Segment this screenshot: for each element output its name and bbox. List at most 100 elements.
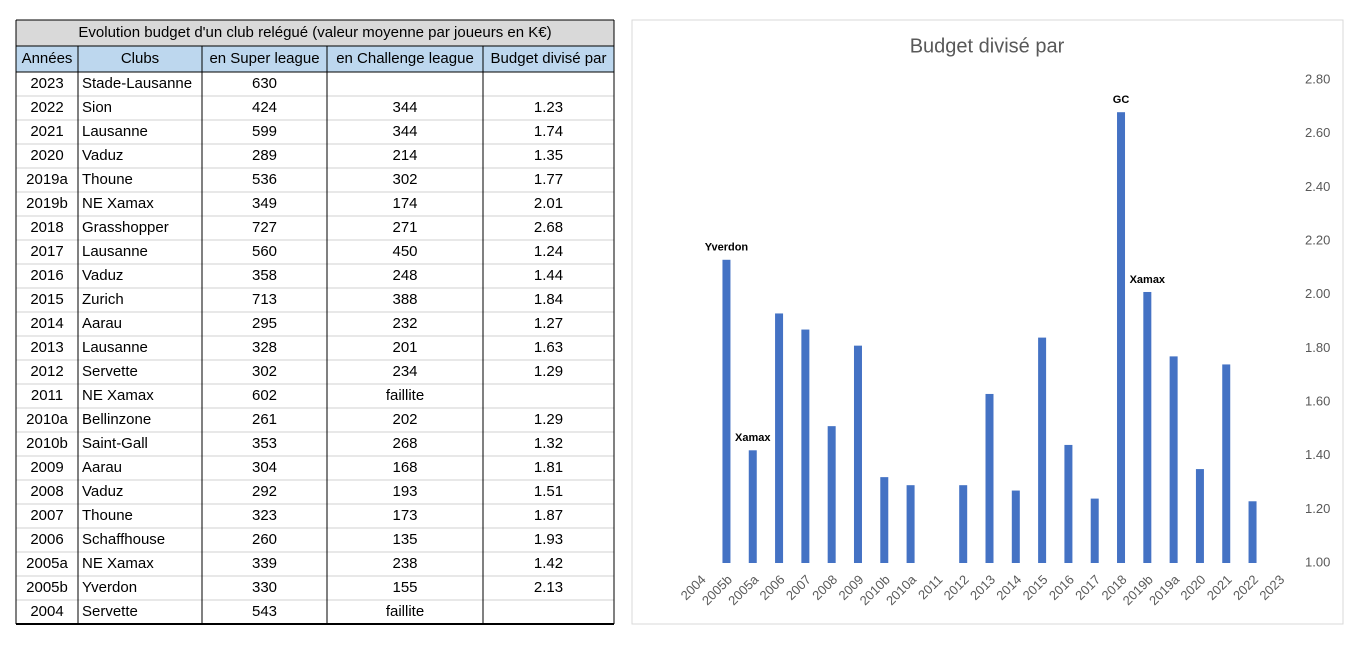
table-cell: 424: [252, 99, 277, 116]
table-cell: Sion: [82, 99, 112, 116]
table-cell: NE Xamax: [82, 195, 154, 212]
table-cell: 2005b: [26, 579, 68, 596]
bar: [1143, 291, 1152, 563]
y-tick-label: 2.40: [1305, 179, 1330, 194]
annotation: GC: [1113, 94, 1130, 106]
table-cell: 302: [252, 363, 277, 380]
table-cell: 1.23: [534, 99, 563, 116]
table-cell: 2009: [30, 459, 63, 476]
header-cell: Budget divisé par: [491, 50, 607, 67]
bar: [1090, 498, 1099, 563]
table-cell: 344: [392, 99, 417, 116]
table-cell: 630: [252, 75, 277, 92]
table-cell: 599: [252, 123, 277, 140]
table-cell: 2007: [30, 507, 63, 524]
table-cell: Vaduz: [82, 147, 123, 164]
table-cell: 358: [252, 267, 277, 284]
table-cell: 2019a: [26, 171, 68, 188]
table-cell: 193: [392, 483, 417, 500]
header-bg: [16, 46, 614, 72]
bar: [1169, 356, 1178, 563]
y-tick-label: 1.60: [1305, 393, 1330, 408]
table-cell: Vaduz: [82, 267, 123, 284]
bar: [1011, 490, 1020, 563]
table-cell: 2019b: [26, 195, 68, 212]
table-cell: Zurich: [82, 291, 124, 308]
table-cell: 302: [392, 171, 417, 188]
table-cell: 234: [392, 363, 417, 380]
table-cell: 1.42: [534, 555, 563, 572]
table-cell: Yverdon: [82, 579, 137, 596]
chart-title: Budget divisé par: [910, 35, 1065, 57]
table-title-bg: [16, 20, 614, 46]
table-cell: 2011: [31, 387, 63, 404]
table-cell: 214: [392, 147, 417, 164]
table-cell: Aarau: [82, 315, 122, 332]
bar: [880, 477, 889, 563]
table-cell: 238: [392, 555, 417, 572]
table-cell: 292: [252, 483, 277, 500]
table-cell: 2016: [30, 267, 63, 284]
table-cell: 1.93: [534, 531, 563, 548]
table-cell: 271: [392, 219, 417, 236]
bar: [1038, 337, 1047, 563]
table-cell: 388: [392, 291, 417, 308]
y-tick-label: 2.20: [1305, 232, 1330, 247]
table-cell: 202: [392, 411, 417, 428]
table-cell: 713: [252, 291, 277, 308]
table-cell: Lausanne: [82, 243, 148, 260]
table-cell: 2008: [30, 483, 63, 500]
bar: [1222, 364, 1231, 563]
table-cell: Saint-Gall: [82, 435, 148, 452]
table-cell: Thoune: [82, 171, 133, 188]
annotation: Yverdon: [705, 242, 749, 254]
table-cell: 261: [252, 411, 277, 428]
table-cell: 289: [252, 147, 277, 164]
bar: [985, 393, 994, 563]
bar: [1064, 444, 1073, 563]
table-cell: 1.27: [534, 315, 563, 332]
table-cell: 2013: [30, 339, 63, 356]
table-cell: 1.24: [534, 243, 563, 260]
table-cell: 155: [392, 579, 417, 596]
table-cell: 602: [252, 387, 277, 404]
table-cell: 135: [392, 531, 417, 548]
table-cell: 2022: [30, 99, 63, 116]
table-cell: 2010b: [26, 435, 68, 452]
table-title: Evolution budget d'un club relégué (vale…: [78, 24, 551, 41]
table-cell: 536: [252, 171, 277, 188]
table-cell: 1.29: [534, 411, 563, 428]
table-cell: 2017: [30, 243, 63, 260]
table-cell: Bellinzone: [82, 411, 151, 428]
header-cell: en Super league: [209, 50, 319, 67]
table-cell: Vaduz: [82, 483, 123, 500]
table-cell: 2010a: [26, 411, 68, 428]
y-tick-label: 2.60: [1305, 125, 1330, 140]
table-cell: 353: [252, 435, 277, 452]
table-cell: 2006: [30, 531, 63, 548]
bar: [959, 485, 968, 563]
bar: [906, 485, 915, 563]
table-cell: 304: [252, 459, 277, 476]
table-cell: 2014: [30, 315, 63, 332]
table-cell: 2005a: [26, 555, 68, 572]
table-cell: 543: [252, 603, 277, 620]
table-cell: 1.81: [534, 459, 563, 476]
table-cell: 339: [252, 555, 277, 572]
y-tick-label: 1.80: [1305, 340, 1330, 355]
table-cell: 295: [252, 315, 277, 332]
table-cell: Servette: [82, 603, 138, 620]
table-cell: 1.44: [534, 267, 563, 284]
header-cell: Clubs: [121, 50, 159, 67]
table-cell: Aarau: [82, 459, 122, 476]
table-cell: Grasshopper: [82, 219, 169, 236]
bar: [748, 450, 757, 563]
bar: [775, 313, 784, 563]
table-cell: 1.77: [534, 171, 563, 188]
header-cell: Années: [22, 50, 73, 67]
bar: [801, 329, 810, 563]
table-cell: 2023: [30, 75, 63, 92]
table-cell: 2.13: [534, 579, 563, 596]
